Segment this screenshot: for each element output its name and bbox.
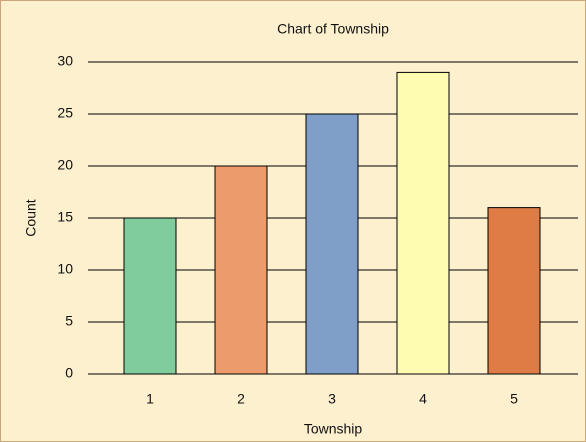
x-tick-label: 5 xyxy=(510,391,518,407)
bar xyxy=(396,71,450,375)
x-tick-label: 2 xyxy=(237,391,245,407)
y-tick-label: 20 xyxy=(57,157,73,173)
y-tick-label: 0 xyxy=(65,365,73,381)
bar xyxy=(487,207,541,375)
x-tick-label: 1 xyxy=(146,391,154,407)
bar xyxy=(305,113,359,375)
y-tick-label: 10 xyxy=(57,261,73,277)
bar xyxy=(214,165,268,375)
y-tick-label: 25 xyxy=(57,105,73,121)
x-tick-label: 3 xyxy=(328,391,336,407)
chart-title: Chart of Township xyxy=(277,21,389,37)
y-tick-label: 15 xyxy=(57,209,73,225)
y-axis-label: Count xyxy=(23,199,39,236)
x-axis-label: Township xyxy=(304,421,363,437)
x-tick-label: 4 xyxy=(419,391,427,407)
y-tick-label: 30 xyxy=(57,53,73,69)
y-tick-label: 5 xyxy=(65,313,73,329)
bar xyxy=(123,217,177,375)
